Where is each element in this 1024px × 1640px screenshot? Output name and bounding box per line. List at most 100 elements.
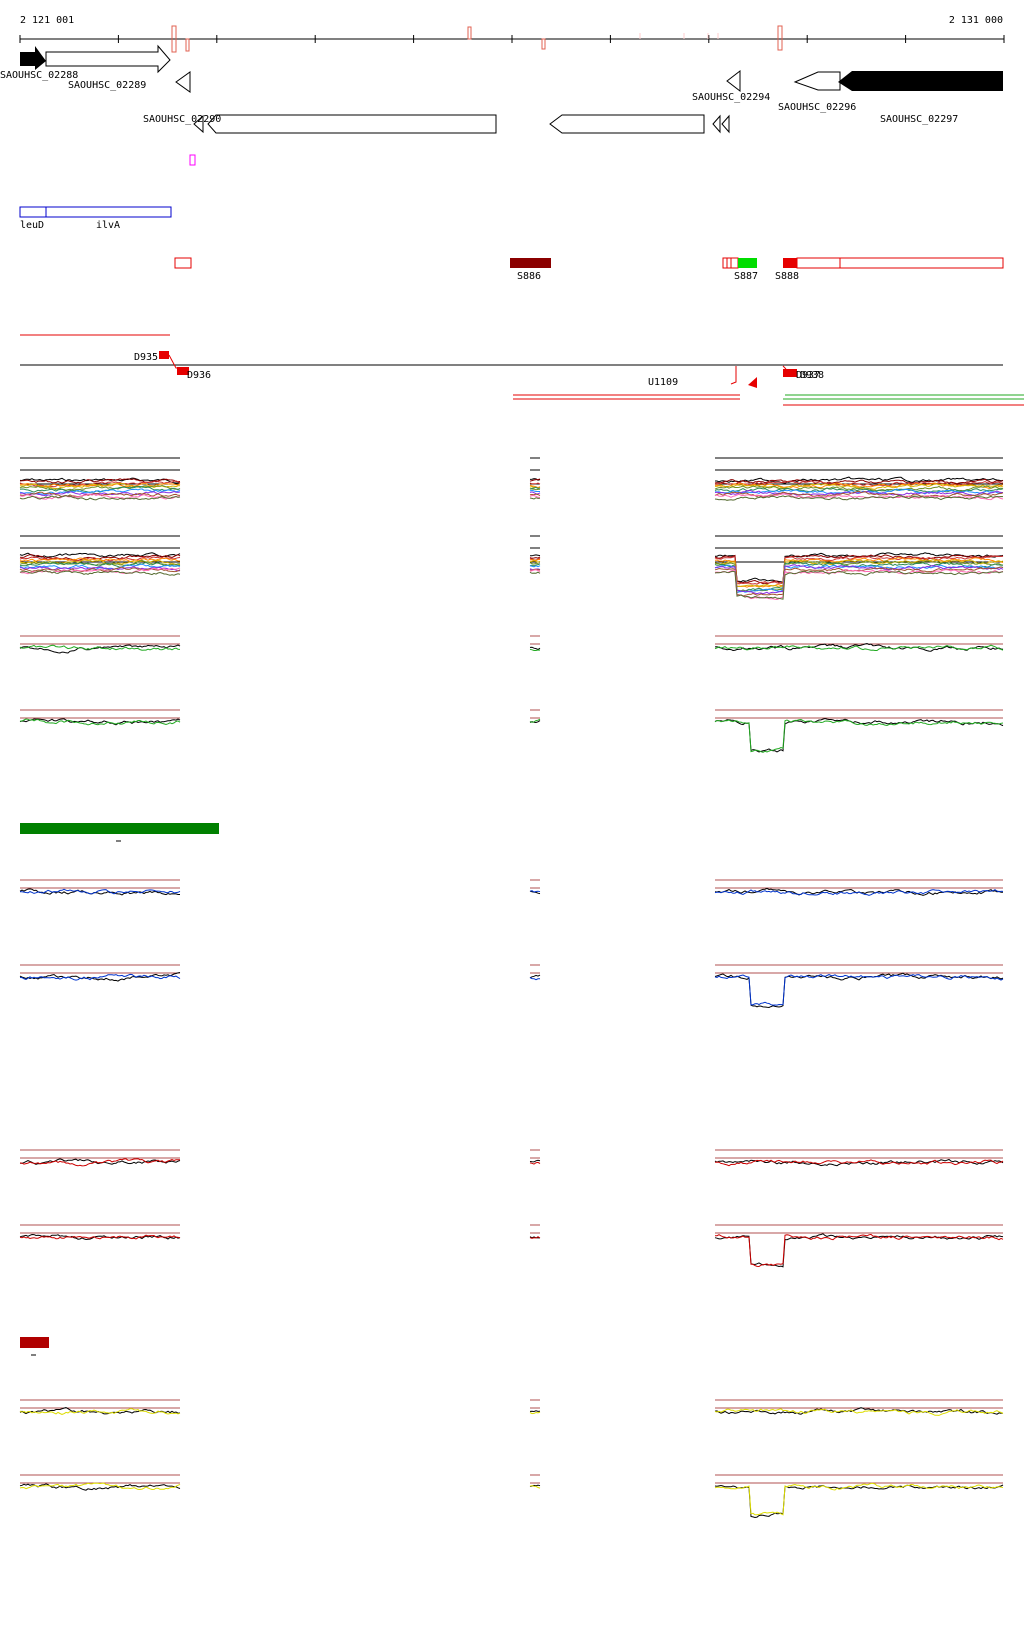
profile-trace [714,487,1004,493]
downstream-label: D936 [187,370,211,381]
signal-trace [529,1410,541,1413]
profile-trace [714,557,1004,588]
profile-trace [529,491,541,495]
profile-trace [714,554,1004,585]
signal-trace [529,890,541,893]
upstream-label: U1109 [648,377,678,388]
gene-arrow-small[interactable] [721,114,730,134]
segment-label: S887 [734,271,758,282]
segment-s887[interactable] [738,258,757,268]
signal-trace [714,1482,1004,1516]
gene-arrow-small[interactable] [175,71,191,93]
downstream-block[interactable] [177,367,189,375]
operon-track: leuD ilvA [19,206,172,231]
segment-box[interactable] [796,257,1004,269]
profile-trace [714,478,1004,485]
profile-trace [529,493,541,496]
gene-arrow-saouhsc-02288[interactable] [20,46,46,70]
profile-trace [529,569,541,573]
profile-trace [19,563,181,570]
signal-trace [19,1482,181,1491]
profile-trace [714,490,1004,498]
signal-trace [529,974,541,979]
segment-box[interactable] [174,257,192,269]
signal-trace [529,1236,540,1239]
ruler-mark [467,26,472,40]
signal-trace [714,1233,1004,1268]
signal-trace [529,718,541,723]
profile-trace [529,494,541,498]
profile-trace [19,484,181,491]
segment-s886[interactable] [510,258,551,268]
segment-track: S886 S887 S888 [174,257,1004,282]
signal-trace [19,1483,181,1491]
ruler-mark [185,38,190,52]
operon-box[interactable] [19,206,172,218]
upstream-connector [730,366,737,385]
gene-label: SAOUHSC_02290 [143,114,221,125]
condition-bar-green [20,823,219,834]
segment-s888[interactable] [783,258,797,268]
profile-trace [715,483,1004,490]
signal-trace [19,973,181,981]
profile-trace [714,495,1004,501]
signal-trace [19,1408,181,1415]
profile-trace [19,478,181,484]
profile-trace [529,554,541,557]
signal-trace [19,718,181,726]
gene-arrow-saouhsc-02297[interactable] [838,71,1003,91]
profile-trace [714,570,1004,600]
profile-trace [529,560,541,563]
profile-trace [529,489,540,492]
downstream-block[interactable] [783,369,797,377]
signal-trace [714,718,1004,753]
ruler-start-label: 2 121 001 [20,15,74,26]
gene-arrow-saouhsc-02289[interactable] [45,44,171,74]
profile-trace [19,490,181,497]
signal-trace [714,717,1004,753]
profile-trace [529,478,541,481]
signal-trace [529,1236,541,1239]
operon-label-ilva: ilvA [96,220,120,231]
gene-label: SAOUHSC_02289 [68,80,146,91]
gene-arrow-small[interactable] [712,114,721,134]
profile-trace [529,486,541,490]
gene-arrow-saouhsc-02290[interactable] [207,114,497,134]
signal-trace [529,646,541,651]
downstream-block[interactable] [159,351,169,359]
profile-trace [19,485,181,493]
signal-trace [529,1159,541,1163]
profile-trace [19,493,181,500]
profile-trace [529,563,541,567]
gene-label: SAOUHSC_02288 [0,70,78,81]
profile-trace [714,555,1004,585]
profile-trace [529,559,541,562]
gene-arrow-small[interactable] [726,69,741,93]
profile-trace [714,566,1004,597]
signal-trace [714,1233,1004,1268]
ruler-mark [777,25,783,51]
profile-trace [19,565,180,572]
gene-arrow-saouhsc-02296[interactable] [793,71,841,91]
gene-label: SAOUHSC_02294 [692,92,770,103]
profile-trace [529,478,541,482]
profile-trace [19,569,181,576]
signal-trace [19,718,181,726]
gene-arrow[interactable] [549,114,705,134]
profile-trace [529,497,541,500]
gene-label: SAOUHSC_02297 [880,114,958,125]
signal-trace [529,1485,541,1489]
profile-trace [714,489,1003,497]
profile-trace [19,552,181,558]
downstream-label: D937 [796,370,820,381]
segment-label: S888 [775,271,799,282]
profile-trace [714,488,1004,495]
gene-label: SAOUHSC_02296 [778,102,856,113]
ruler-end-label: 2 131 000 [949,15,1003,26]
signal-trace [19,644,181,651]
signal-trace [714,1159,1004,1167]
signal-trace [19,1158,180,1167]
downstream-label: D938 [800,370,824,381]
gene-arrow-small[interactable] [193,114,204,134]
profile-trace [19,494,181,501]
